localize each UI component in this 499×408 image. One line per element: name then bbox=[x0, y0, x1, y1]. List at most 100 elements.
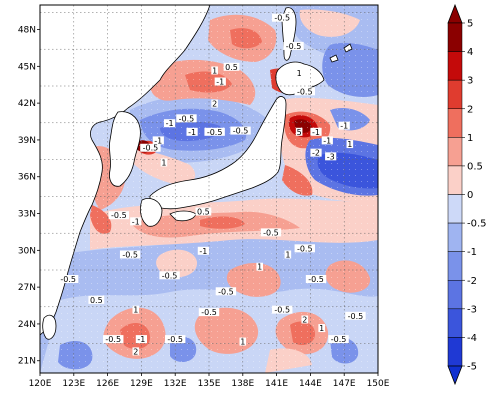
lon-tick-label: 120E bbox=[29, 379, 52, 389]
colorbar-segment bbox=[447, 337, 463, 367]
latitude-tick-labels: 21N 24N 27N 30N 33N 36N 39N 42N 45N 48N bbox=[18, 26, 40, 367]
lat-tick-label: 39N bbox=[18, 136, 36, 146]
contour-label: -0.5 bbox=[111, 211, 127, 220]
contour-label-bg bbox=[318, 324, 325, 333]
colorbar-label: 1 bbox=[467, 133, 473, 144]
lat-tick-label: 33N bbox=[18, 210, 36, 220]
lat-tick-label: 30N bbox=[18, 246, 36, 256]
contour-label-bg bbox=[160, 158, 168, 167]
colorbar-label: -3 bbox=[467, 304, 477, 315]
contour-label: -3 bbox=[327, 152, 335, 161]
contour-label: 1 bbox=[133, 306, 138, 315]
contour-label-bg bbox=[198, 308, 220, 317]
colorbar-segment bbox=[447, 79, 463, 109]
colorbar-label: -4 bbox=[467, 333, 477, 344]
contour-label: 2 bbox=[212, 100, 217, 109]
contour-label-bg bbox=[195, 207, 212, 216]
colorbar-segment bbox=[447, 22, 463, 52]
contour-label: 1 bbox=[240, 338, 245, 347]
colorbar-label: 5 bbox=[467, 19, 473, 30]
contour-label: -2 bbox=[312, 149, 320, 158]
contour-label-bg bbox=[295, 68, 303, 77]
colorbar-over-triangle bbox=[447, 3, 463, 24]
contour-label-bg bbox=[163, 119, 176, 128]
colorbar-label: -1 bbox=[467, 247, 477, 258]
lat-tick-label: 21N bbox=[18, 357, 36, 367]
japan-hokkaido bbox=[275, 61, 325, 96]
colorbar-segment bbox=[447, 280, 463, 310]
colorbar-label: 2 bbox=[467, 104, 473, 115]
contour-label: -0.5 bbox=[60, 275, 76, 284]
colorbar-label: 0.5 bbox=[467, 161, 483, 172]
contour-label: 1 bbox=[285, 250, 290, 259]
korean-peninsula bbox=[109, 111, 141, 187]
contour-label-bg bbox=[159, 271, 180, 280]
contour-label: -1 bbox=[137, 335, 145, 344]
contour-label-bg bbox=[305, 275, 327, 283]
lat-tick-label: 24N bbox=[18, 320, 36, 330]
contour-label-bg bbox=[325, 152, 337, 161]
contour-label: 1 bbox=[257, 263, 262, 272]
lon-tick-label: 150E bbox=[367, 379, 390, 389]
contour-label-bg bbox=[239, 337, 247, 346]
contour-label: 1 bbox=[347, 140, 352, 149]
colorbar-label: -5 bbox=[467, 362, 477, 373]
contour-label-bg bbox=[295, 127, 303, 136]
contour-label-bg bbox=[256, 262, 263, 271]
contour-label-bg bbox=[211, 99, 218, 108]
contour-labels: -0.5-0.50.51-12-0.5-1-1 -0.5 -0.5-1-0.515-… bbox=[57, 14, 366, 356]
lon-tick-label: 129E bbox=[130, 379, 153, 389]
contour-label-bg bbox=[328, 335, 349, 344]
contour-label: -1 bbox=[132, 217, 140, 226]
contour-label: -1 bbox=[166, 119, 174, 128]
contour-label: -0.5 bbox=[218, 287, 234, 296]
contour-label-bg bbox=[283, 41, 304, 50]
colorbar-segment bbox=[447, 308, 463, 338]
contour-label-bg bbox=[260, 228, 282, 237]
lon-tick-label: 126E bbox=[96, 379, 119, 389]
contour-label-bg bbox=[132, 347, 140, 356]
contour-label-bg bbox=[103, 335, 124, 344]
contour-label-bg bbox=[310, 127, 322, 136]
colorbar-segment bbox=[447, 137, 463, 167]
contour-label-bg bbox=[186, 127, 198, 136]
contour-label-bg bbox=[301, 315, 309, 324]
colorbar-segment bbox=[447, 251, 463, 281]
contour-label-bg bbox=[346, 140, 354, 149]
contour-label: -0.5 bbox=[143, 144, 159, 153]
contour-label: -1 bbox=[323, 136, 331, 145]
contour-label-bg bbox=[223, 62, 240, 71]
contour-label-bg bbox=[211, 66, 218, 75]
contour-label: -0.5 bbox=[179, 114, 195, 123]
contour-label-bg bbox=[197, 246, 209, 255]
contour-label-bg bbox=[310, 148, 322, 157]
lat-tick-label: 42N bbox=[18, 99, 36, 109]
colorbar-segment bbox=[447, 222, 463, 252]
contour-label: -1 bbox=[188, 128, 196, 137]
contour-label: 1 bbox=[212, 66, 217, 75]
taiwan-island bbox=[42, 314, 57, 340]
contour-label: -0.5 bbox=[263, 228, 279, 237]
lon-tick-label: 144E bbox=[299, 379, 322, 389]
contour-label: 2 bbox=[133, 347, 138, 356]
gridlines bbox=[40, 5, 378, 373]
contour-label-bg bbox=[108, 211, 130, 220]
contour-label: -0.5 bbox=[167, 335, 183, 344]
contour-label-bg bbox=[152, 136, 164, 145]
colorbar-label: -0.5 bbox=[467, 219, 487, 230]
contour-label-bg bbox=[321, 136, 333, 145]
contour-label: 0.5 bbox=[90, 296, 103, 305]
lon-tick-label: 147E bbox=[333, 379, 356, 389]
contour-label: -0.5 bbox=[297, 244, 313, 253]
contour-label-bg bbox=[214, 77, 226, 86]
contour-label: -1 bbox=[154, 136, 162, 145]
colorbar-segment bbox=[447, 194, 463, 224]
contour-label: 0.5 bbox=[197, 208, 210, 217]
contour-label: -0.5 bbox=[207, 128, 223, 137]
colorbar-label: 4 bbox=[467, 47, 473, 58]
contour-label: 1 bbox=[161, 158, 166, 167]
japan-kyushu bbox=[140, 198, 163, 227]
lat-tick-label: 36N bbox=[18, 173, 36, 183]
contour-label: -0.5 bbox=[331, 335, 347, 344]
